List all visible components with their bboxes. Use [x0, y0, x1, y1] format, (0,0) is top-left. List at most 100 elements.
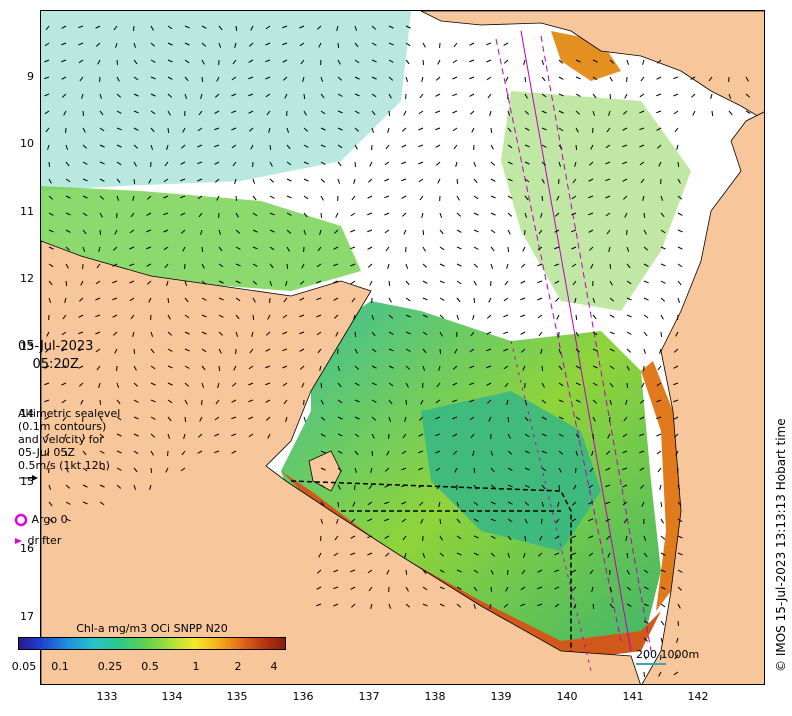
velocity-arrow	[538, 331, 543, 337]
velocity-arrow	[385, 144, 390, 150]
colorbar-tick-label: 0.1	[51, 660, 69, 673]
velocity-arrow	[354, 433, 360, 438]
velocity-arrow	[524, 178, 530, 183]
velocity-arrow	[252, 178, 256, 184]
velocity-arrow	[405, 42, 411, 47]
velocity-arrow	[96, 263, 101, 269]
velocity-arrow	[286, 263, 289, 270]
velocity-arrow	[504, 382, 509, 388]
velocity-arrow	[435, 93, 441, 97]
velocity-arrow	[592, 110, 596, 116]
velocity-arrow	[452, 433, 458, 437]
velocity-arrow	[524, 127, 530, 131]
velocity-arrow	[506, 263, 509, 269]
velocity-arrow	[558, 484, 561, 491]
velocity-arrow	[350, 535, 356, 539]
velocity-arrow	[419, 195, 424, 201]
velocity-arrow	[385, 246, 390, 252]
velocity-arrow	[677, 552, 683, 556]
velocity-arrow	[574, 161, 577, 167]
velocity-arrow	[622, 501, 628, 506]
velocity-arrow	[184, 297, 189, 303]
velocity-arrow	[507, 535, 512, 541]
velocity-arrow	[435, 467, 441, 472]
colorbar-title: Chl-a mg/m3 OCi SNPP N20	[76, 622, 228, 635]
velocity-arrow	[473, 603, 476, 609]
velocity-arrow	[218, 263, 224, 268]
land-cape-york	[641, 111, 764, 684]
velocity-arrow	[405, 331, 411, 335]
velocity-arrow	[231, 76, 237, 81]
velocity-arrow	[215, 93, 220, 98]
x-tick-label: 135	[226, 690, 248, 703]
velocity-arrow	[235, 280, 241, 284]
velocity-arrow	[371, 365, 377, 369]
velocity-arrow	[370, 467, 373, 473]
velocity-arrow	[473, 535, 479, 539]
velocity-arrow	[354, 144, 358, 150]
velocity-arrow	[251, 331, 254, 337]
velocity-arrow	[404, 416, 407, 422]
y-tick-label: 12	[20, 272, 34, 285]
velocity-arrow	[337, 416, 343, 420]
velocity-arrow	[133, 484, 137, 490]
velocity-arrow	[507, 161, 513, 165]
velocity-arrow	[231, 110, 237, 114]
velocity-arrow	[541, 127, 547, 131]
velocity-arrow	[639, 127, 645, 131]
velocity-arrow	[133, 399, 139, 403]
velocity-arrow	[149, 484, 152, 490]
velocity-arrow	[214, 178, 220, 183]
velocity-arrow	[487, 399, 492, 404]
velocity-arrow	[520, 280, 526, 284]
velocity-arrow	[99, 127, 105, 132]
velocity-arrow	[677, 161, 680, 168]
velocity-arrow	[248, 365, 254, 370]
velocity-arrow	[80, 399, 84, 405]
date-text: 05-Jul-2023	[18, 339, 94, 354]
velocity-arrow	[608, 246, 611, 252]
velocity-arrow	[282, 59, 288, 63]
velocity-arrow	[78, 42, 84, 46]
velocity-arrow	[82, 144, 88, 149]
velocity-arrow	[507, 467, 513, 471]
velocity-arrow	[452, 110, 458, 114]
velocity-arrow	[303, 416, 307, 422]
velocity-arrow	[384, 178, 390, 182]
velocity-arrow	[422, 365, 426, 371]
velocity-arrow	[265, 25, 271, 30]
velocity-arrow	[371, 93, 377, 98]
velocity-arrow	[150, 365, 156, 370]
velocity-arrow	[606, 535, 611, 540]
velocity-arrow	[354, 161, 357, 168]
velocity-arrow	[252, 280, 258, 285]
velocity-arrow	[218, 297, 224, 301]
velocity-arrow	[575, 416, 581, 421]
velocity-arrow	[303, 127, 309, 132]
land-new-guinea	[420, 11, 764, 121]
velocity-arrow	[558, 382, 564, 387]
velocity-arrow	[571, 535, 577, 539]
velocity-arrow	[180, 161, 186, 165]
velocity-arrow	[575, 331, 579, 337]
velocity-arrow	[235, 331, 239, 337]
velocity-arrow	[299, 42, 305, 47]
velocity-arrow	[575, 450, 578, 456]
velocity-arrow	[641, 382, 645, 388]
x-tick-label: 140	[556, 690, 578, 703]
velocity-arrow	[200, 229, 203, 235]
velocity-arrow	[420, 518, 424, 524]
velocity-arrow	[82, 229, 87, 235]
velocity-arrow	[558, 110, 564, 114]
velocity-arrow	[303, 178, 309, 182]
velocity-arrow	[354, 467, 358, 473]
velocity-arrow	[82, 127, 86, 133]
velocity-arrow	[371, 127, 375, 133]
velocity-arrow	[660, 263, 666, 267]
velocity-arrow	[371, 314, 375, 320]
velocity-arrow	[657, 365, 662, 371]
velocity-arrow	[367, 552, 373, 556]
satellite-track-2	[520, 30, 632, 652]
velocity-arrow	[455, 161, 458, 167]
velocity-arrow	[286, 246, 290, 252]
